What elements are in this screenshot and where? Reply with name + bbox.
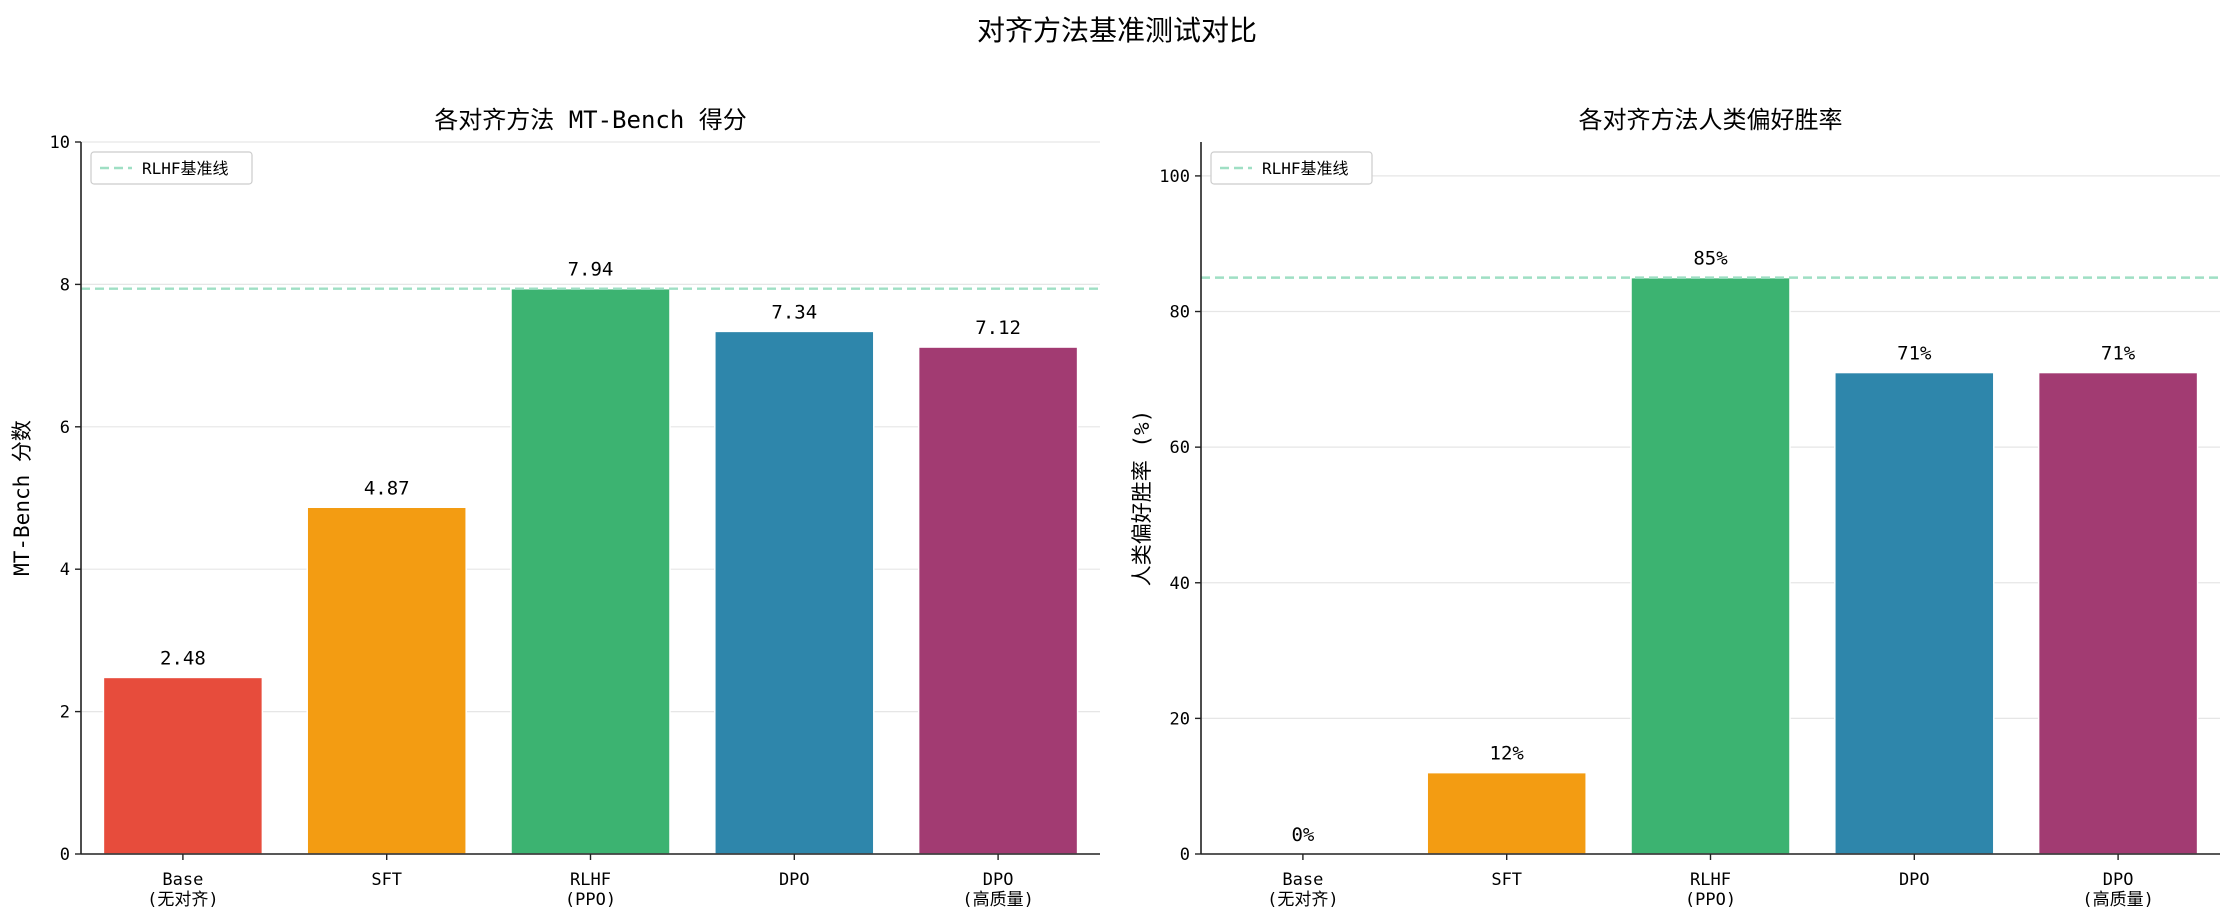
x-tick-label: DPO (高质量): [2082, 870, 2153, 910]
x-tick-label: DPO (高质量): [962, 870, 1033, 910]
y-tick-label: 20: [1170, 709, 1190, 729]
bar: [306, 506, 467, 855]
data-label: 71%: [2101, 343, 2136, 365]
x-tick-label-line: RLHF: [1690, 870, 1731, 890]
x-tick-label-line: (PPO): [565, 890, 616, 910]
data-label: 7.94: [568, 259, 614, 281]
data-label: 7.12: [975, 317, 1021, 339]
legend-box: [1210, 151, 1373, 185]
x-tick-label: SFT: [371, 870, 402, 890]
bar: [714, 330, 875, 855]
y-tick-label: 0: [1180, 845, 1190, 865]
data-label: 85%: [1693, 248, 1728, 270]
x-tick-label-line: (无对齐): [1267, 890, 1338, 910]
chart-title: 各对齐方法 MT-Bench 得分: [434, 106, 747, 134]
x-tick-label-line: DPO: [983, 870, 1014, 890]
y-tick-label: 2: [60, 703, 70, 723]
x-tick-label-line: SFT: [371, 870, 402, 890]
y-axis-label: MT-Bench 分数: [10, 420, 34, 576]
x-tick-label-line: Base: [162, 870, 203, 890]
y-tick-label: 100: [1159, 167, 1190, 187]
chart-win-rate: 0% 12% 85% 71% 71% 0 20 40 60 80 100 Base (无对齐) SFT RL…: [1130, 106, 2220, 910]
y-axis-label: 人类偏好胜率 (%): [1130, 410, 1154, 587]
x-tick-label-line: Base: [1282, 870, 1323, 890]
data-label: 0%: [1291, 824, 1314, 846]
x-tick-label-line: DPO: [779, 870, 810, 890]
data-label: 4.87: [364, 477, 410, 499]
y-tick-label: 8: [60, 275, 70, 295]
x-tick-label: RLHF (PPO): [565, 870, 616, 910]
bar: [1834, 371, 1995, 855]
x-tick-label-line: RLHF: [570, 870, 611, 890]
bar: [1426, 771, 1587, 855]
data-label: 71%: [1897, 343, 1932, 365]
x-tick-label-line: DPO: [2103, 870, 2134, 890]
data-label: 2.48: [160, 647, 206, 669]
x-tick-label: Base (无对齐): [147, 870, 218, 910]
y-tick-label: 80: [1170, 303, 1190, 323]
x-tick-label-line: SFT: [1491, 870, 1522, 890]
bar: [917, 346, 1079, 855]
data-label: 7.34: [771, 301, 817, 323]
y-tick-label: 4: [60, 560, 70, 580]
x-tick-label-line: DPO: [1899, 870, 1930, 890]
bar: [102, 676, 264, 855]
y-tick-label: 10: [50, 133, 70, 153]
x-tick-label-line: (高质量): [2082, 890, 2153, 910]
legend-box: [90, 151, 253, 185]
chart-mt-bench: 2.48 4.87 7.94 7.34 7.12 0 2 4 6 8 10 Base (无对齐) SFT R…: [10, 106, 1100, 910]
bar: [1630, 276, 1791, 855]
data-label: 12%: [1490, 743, 1525, 765]
x-tick-label-line: (无对齐): [147, 890, 218, 910]
x-tick-label: RLHF (PPO): [1685, 870, 1736, 910]
x-tick-label: SFT: [1491, 870, 1522, 890]
y-tick-label: 0: [60, 845, 70, 865]
y-tick-label: 6: [60, 418, 70, 438]
bar: [2037, 371, 2199, 855]
figure-title: 对齐方法基准测试对比: [977, 14, 1257, 47]
chart-title: 各对齐方法人类偏好胜率: [1579, 106, 1843, 134]
legend-label: RLHF基准线: [142, 159, 229, 178]
x-tick-label-line: (PPO): [1685, 890, 1736, 910]
x-tick-label: DPO: [779, 870, 810, 890]
y-tick-label: 60: [1170, 438, 1190, 458]
legend-label: RLHF基准线: [1262, 159, 1349, 178]
x-tick-label-line: (高质量): [962, 890, 1033, 910]
y-tick-label: 40: [1170, 574, 1190, 594]
x-tick-label: DPO: [1899, 870, 1930, 890]
bar: [510, 287, 671, 855]
x-tick-label: Base (无对齐): [1267, 870, 1338, 910]
